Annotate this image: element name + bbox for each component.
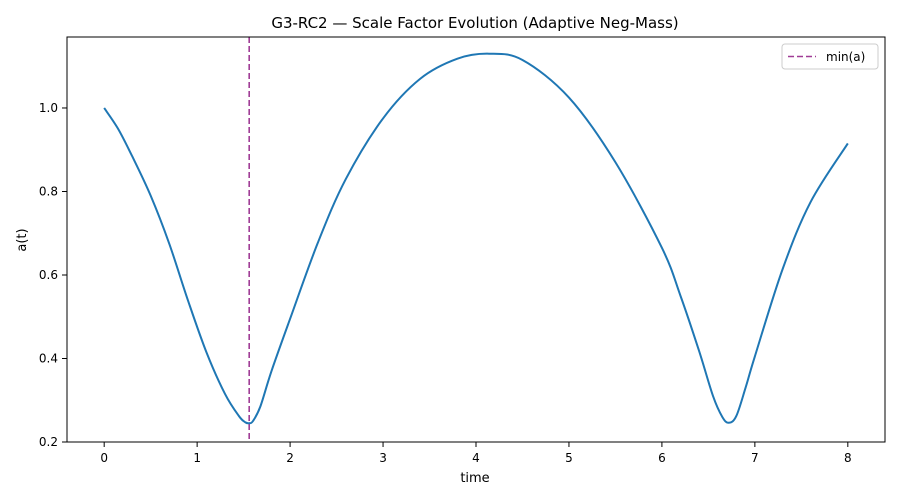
y-tick-label: 0.2 [39, 435, 58, 449]
chart-title: G3-RC2 — Scale Factor Evolution (Adaptiv… [271, 14, 678, 32]
y-axis-label: a(t) [15, 228, 30, 251]
plot-area [103, 37, 849, 442]
legend-box [781, 43, 879, 70]
x-tick-label: 8 [844, 451, 852, 465]
x-tick-label: 1 [193, 451, 201, 465]
x-tick-label: 7 [751, 451, 759, 465]
legend: min(a) [781, 43, 879, 70]
a-t-series-line [103, 52, 849, 425]
y-tick-label: 1.0 [39, 101, 58, 115]
x-axis-label: time [460, 471, 489, 486]
x-tick-label: 6 [658, 451, 666, 465]
x-tick-label: 5 [565, 451, 573, 465]
series-layer [103, 52, 849, 425]
y-tick-label: 0.6 [39, 268, 58, 282]
x-axis: 0 1 2 3 4 5 6 7 8 [100, 442, 852, 465]
x-tick-label: 2 [286, 451, 294, 465]
legend-label: min(a) [826, 50, 865, 64]
x-tick-label: 3 [379, 451, 387, 465]
y-tick-label: 0.4 [39, 351, 58, 365]
x-tick-label: 4 [472, 451, 480, 465]
x-tick-label: 0 [100, 451, 108, 465]
y-tick-label: 0.8 [39, 184, 58, 198]
y-axis: 0.2 0.4 0.6 0.8 1.0 [39, 101, 67, 449]
